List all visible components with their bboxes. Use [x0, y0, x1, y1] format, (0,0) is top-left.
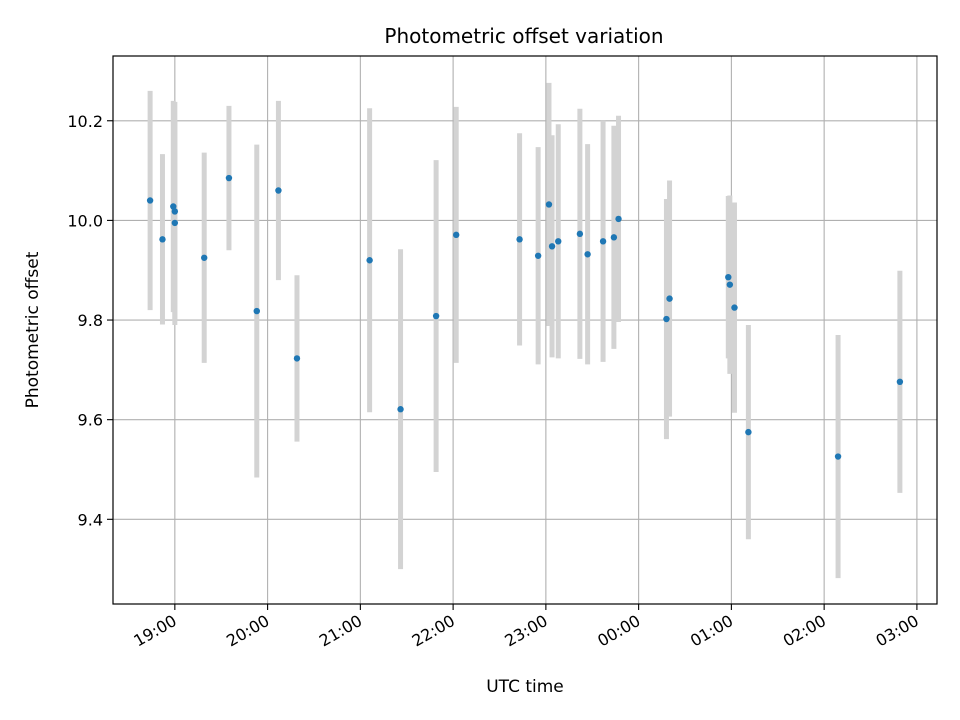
data-point [159, 236, 166, 243]
grid-lines [113, 56, 937, 604]
data-point [725, 273, 732, 281]
data-point [834, 453, 842, 460]
y-axis-ticks: 9.4 9.6 9.8 10.0 10.2 [67, 112, 113, 529]
data-point [453, 231, 460, 239]
data-point [731, 304, 738, 311]
data-point [275, 187, 282, 194]
data-point [726, 281, 734, 288]
data-point [397, 406, 404, 413]
y-axis-label: Photometric offset [23, 251, 43, 408]
data-point [615, 215, 622, 223]
y-tick-label: 10.0 [67, 211, 103, 230]
y-tick-label: 9.6 [78, 411, 103, 430]
y-tick-label: 9.8 [78, 311, 103, 330]
data-point [745, 428, 752, 436]
plot-frame [112, 55, 938, 605]
data-point [896, 378, 904, 386]
data-points [146, 174, 904, 460]
data-point [146, 197, 154, 204]
data-point [432, 312, 440, 320]
data-point [366, 257, 373, 264]
data-point [666, 295, 673, 302]
data-point [555, 238, 562, 245]
data-point [293, 355, 301, 362]
data-point [171, 208, 179, 215]
data-point [225, 174, 233, 182]
data-point [516, 236, 523, 243]
data-point [201, 254, 208, 261]
data-point [584, 251, 591, 258]
chart-title: Photometric offset variation [384, 24, 663, 48]
data-point [610, 234, 618, 241]
data-point [599, 238, 607, 245]
data-point [545, 201, 553, 208]
data-point [170, 203, 177, 210]
x-axis-label: UTC time [486, 677, 564, 697]
data-point [534, 252, 542, 259]
data-point [548, 243, 556, 250]
data-point [663, 315, 670, 323]
y-tick-label: 9.4 [78, 510, 103, 529]
data-point [576, 230, 584, 238]
y-tick-label: 10.2 [67, 112, 103, 131]
data-point [171, 219, 179, 227]
data-point [253, 307, 260, 315]
